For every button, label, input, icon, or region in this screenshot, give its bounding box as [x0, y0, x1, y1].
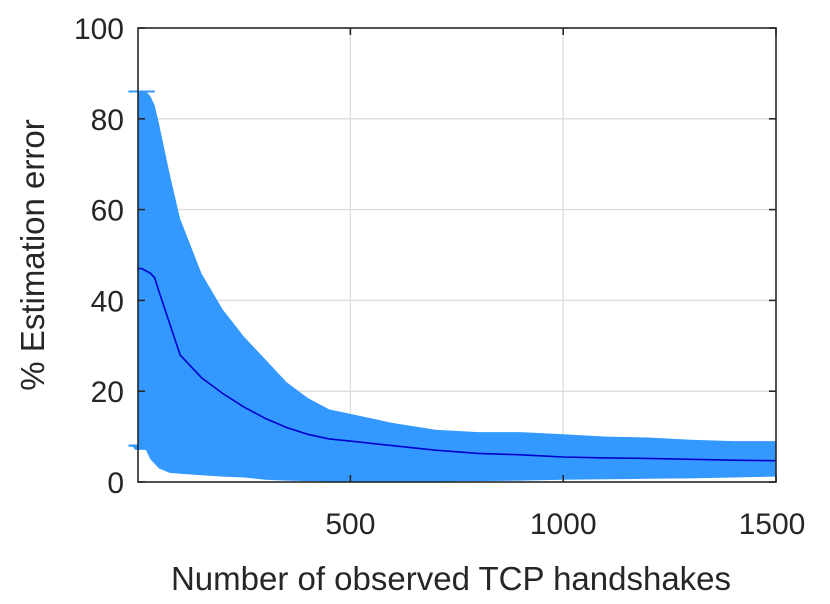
error-band-area: [138, 91, 776, 482]
x-tick-label: 1500: [739, 508, 806, 541]
mean-error-line: [138, 267, 777, 462]
y-axis-label: % Estimation error: [14, 119, 51, 390]
ticks-layer: 500 1000 1500 0 20 40 60 80 100: [74, 13, 805, 541]
x-tick-label: 1000: [530, 508, 597, 541]
series-layer: [128, 90, 777, 482]
y-tick-label: 60: [91, 195, 124, 228]
y-tick-label: 0: [107, 467, 124, 500]
plot-frame: [137, 27, 777, 483]
y-tick-label: 100: [74, 13, 124, 46]
y-tick-label: 80: [91, 104, 124, 137]
y-tick-label: 40: [91, 285, 124, 318]
x-axis-label: Number of observed TCP handshakes: [171, 560, 731, 597]
y-tick-label: 20: [91, 376, 124, 409]
x-tick-label: 500: [325, 508, 375, 541]
